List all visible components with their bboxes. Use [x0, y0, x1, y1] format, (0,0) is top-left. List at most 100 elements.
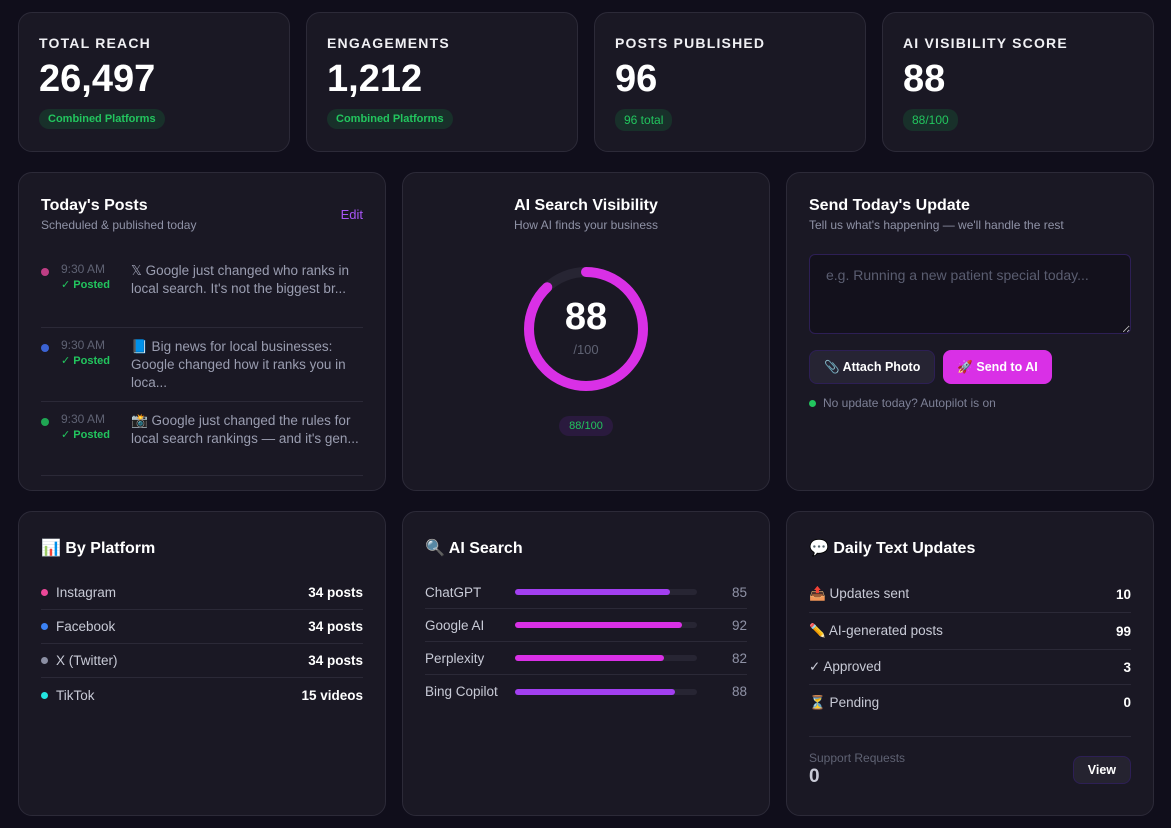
stat-card-ai-visibility: AI Visibility Score 88 88/100 — [882, 12, 1154, 152]
post-time: 9:30 AM — [61, 412, 106, 426]
ai-visibility-card: AI Search Visibility How AI finds your b… — [402, 172, 770, 491]
stat-card-total-reach: Total Reach 26,497 Combined Platforms — [18, 12, 290, 152]
platform-row: TikTok 15 videos — [41, 678, 363, 712]
post-time: 9:30 AM — [61, 338, 106, 352]
post-status: ✓ Posted — [61, 279, 110, 291]
progress-ring-icon — [524, 267, 648, 391]
x-twitter-dot-icon — [41, 657, 48, 664]
stat-label: Total Reach — [39, 35, 151, 51]
text-update-value: 0 — [1123, 695, 1131, 710]
stat-badge: Combined Platforms — [39, 108, 165, 129]
ai-engine-name: Bing Copilot — [425, 684, 498, 699]
text-update-label: ✓ Approved — [809, 659, 882, 674]
platform-row: Instagram 34 posts — [41, 576, 363, 610]
support-count: 0 — [809, 766, 820, 787]
card-title: Send Today's Update — [809, 197, 970, 214]
post-list: 9:30 AM ✓ Posted 𝕏 Google just changed w… — [41, 254, 363, 476]
platform-dot — [41, 344, 49, 352]
score-bar — [515, 622, 697, 628]
post-text: 📸 Google just changed the rules for loca… — [131, 413, 359, 446]
stat-value: 96 — [615, 58, 658, 100]
update-textarea[interactable] — [809, 254, 1131, 334]
platform-name: TikTok — [56, 687, 95, 703]
text-update-value: 10 — [1115, 586, 1131, 602]
stat-card-posts-published: Posts Published 96 96 total — [594, 12, 866, 152]
stat-card-engagements: Engagements 1,212 Combined Platforms — [306, 12, 578, 152]
visibility-badge: 88/100 — [559, 416, 613, 436]
score-bar — [515, 655, 697, 661]
post-item[interactable]: 9:30 AM ✓ Posted 📘 Big news for local bu… — [41, 328, 363, 402]
support-label: Support Requests — [809, 751, 906, 765]
ai-engine-row: ChatGPT 85 — [425, 576, 747, 609]
instagram-dot-icon — [41, 589, 48, 596]
platform-count: 15 videos — [301, 687, 363, 703]
visibility-ring: 88 /100 — [521, 264, 651, 394]
view-support-button[interactable]: View — [1072, 755, 1131, 784]
stat-badge: 96 total — [615, 108, 673, 131]
stat-value: 1,212 — [327, 58, 423, 100]
post-text: 𝕏 Google just changed who ranks in local… — [131, 263, 350, 296]
autopilot-status: No update today? Autopilot is on — [809, 396, 1131, 410]
stat-value: 26,497 — [39, 58, 156, 100]
platform-dot — [41, 418, 49, 426]
ai-engine-score: 85 — [731, 584, 747, 600]
score-bar — [515, 688, 697, 695]
ai-engine-score: 88 — [731, 684, 747, 699]
daily-text-updates-card: 💬 Daily Text Updates 📤 Updates sent 10 ✏… — [786, 511, 1154, 816]
card-title: 🔍 AI Search — [425, 540, 523, 557]
by-platform-card: 📊 By Platform Instagram 34 posts Faceboo… — [18, 511, 386, 816]
text-update-value: 3 — [1123, 659, 1131, 675]
ai-engine-name: Perplexity — [425, 650, 485, 666]
send-update-card: Send Today's Update Tell us what's happe… — [786, 172, 1154, 491]
ai-engine-row: Google AI 92 — [425, 609, 747, 642]
post-status: ✓ Posted — [61, 355, 110, 367]
facebook-dot-icon — [41, 623, 48, 630]
ai-engine-list: ChatGPT 85 Google AI 92 Perplexity 82 Bi… — [425, 576, 747, 708]
text-update-label: 📤 Updates sent — [809, 586, 910, 601]
text-update-label: ⏳ Pending — [809, 694, 880, 710]
card-subtitle: Scheduled & published today — [41, 218, 197, 232]
card-title: Today's Posts — [41, 197, 148, 214]
stat-label: Engagements — [327, 35, 450, 51]
visibility-score: 88 — [564, 296, 608, 338]
platform-count: 34 posts — [308, 619, 363, 634]
card-subtitle: How AI finds your business — [513, 218, 659, 232]
ai-search-card: 🔍 AI Search ChatGPT 85 Google AI 92 Perp… — [402, 511, 770, 816]
card-subtitle: Tell us what's happening — we'll handle … — [809, 218, 1064, 232]
text-update-row: ✏️ AI-generated posts 99 — [809, 613, 1131, 650]
post-item[interactable]: 9:30 AM ✓ Posted 𝕏 Google just changed w… — [41, 254, 363, 328]
ai-engine-row: Perplexity 82 — [425, 642, 747, 675]
status-dot-icon — [809, 399, 816, 407]
text-update-row: ⏳ Pending 0 — [809, 685, 1131, 720]
text-update-label: ✏️ AI-generated posts — [809, 623, 943, 638]
text-update-row: 📤 Updates sent 10 — [809, 576, 1131, 613]
post-item[interactable]: 9:30 AM ✓ Posted 📸 Google just changed t… — [41, 402, 363, 476]
post-status: ✓ Posted — [61, 429, 110, 441]
platform-name: Instagram — [56, 585, 117, 600]
stat-badge: Combined Platforms — [327, 108, 453, 129]
ai-engine-name: Google AI — [425, 617, 485, 633]
support-requests: Support Requests 0 View — [809, 736, 1131, 788]
stat-label: Posts Published — [615, 35, 766, 51]
text-update-list: 📤 Updates sent 10 ✏️ AI-generated posts … — [809, 576, 1131, 720]
card-title: AI Search Visibility — [514, 197, 658, 214]
edit-posts-link[interactable]: Edit — [340, 207, 363, 222]
platform-dot — [41, 268, 49, 276]
platform-list: Instagram 34 posts Facebook 34 posts X (… — [41, 576, 363, 712]
card-title: 📊 By Platform — [41, 540, 156, 557]
stat-value: 88 — [903, 58, 946, 100]
platform-name: X (Twitter) — [56, 653, 118, 668]
platform-name: Facebook — [56, 619, 116, 634]
platform-count: 34 posts — [308, 653, 363, 668]
platform-count: 34 posts — [308, 585, 363, 600]
text-update-value: 99 — [1115, 623, 1131, 639]
ai-engine-row: Bing Copilot 88 — [425, 675, 747, 708]
todays-posts-card: Today's Posts Scheduled & published toda… — [18, 172, 386, 491]
tiktok-dot-icon — [41, 691, 48, 699]
stat-label: AI Visibility Score — [903, 35, 1068, 51]
send-to-ai-button[interactable]: 🚀 Send to AI — [943, 350, 1052, 384]
platform-row: Facebook 34 posts — [41, 610, 363, 644]
attach-photo-button[interactable]: 📎 Attach Photo — [809, 350, 936, 384]
visibility-denominator: /100 — [573, 342, 599, 357]
post-time: 9:30 AM — [61, 262, 106, 276]
